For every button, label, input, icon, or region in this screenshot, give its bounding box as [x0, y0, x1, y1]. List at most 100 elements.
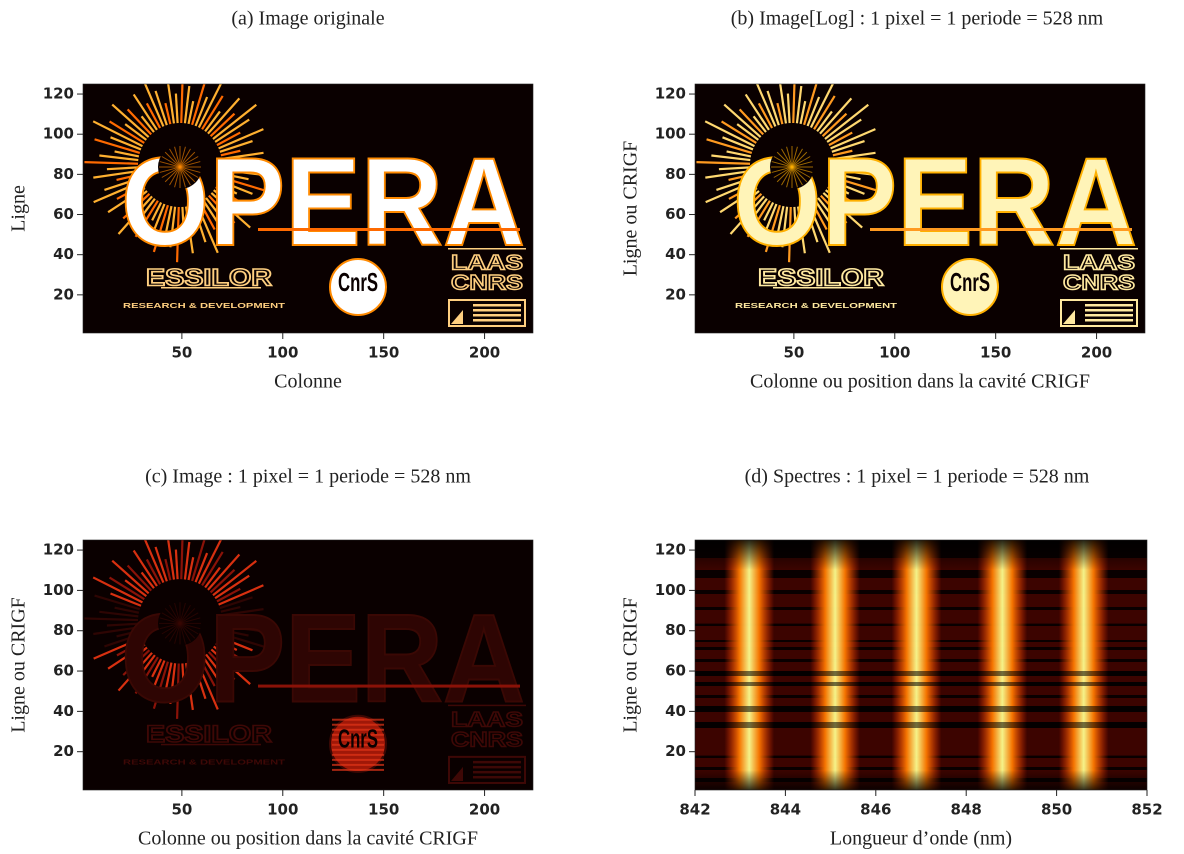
laas-textline	[473, 770, 521, 774]
sunburst-ray	[736, 123, 759, 141]
x-tick-label: 844	[770, 801, 801, 819]
sunburst-ray	[116, 173, 140, 182]
sunburst-ray	[816, 110, 833, 132]
y-tick-label: 80	[665, 621, 686, 639]
sunburst-ray	[777, 205, 785, 233]
sunburst-ray	[822, 192, 863, 229]
o-center-ray	[169, 604, 181, 624]
sunburst-ray	[197, 540, 223, 585]
sunburst-ray	[221, 621, 243, 625]
x-tick-label: 100	[267, 344, 298, 362]
sunburst-ray	[167, 540, 176, 580]
sunburst-ray	[786, 93, 791, 124]
sunburst-ray	[106, 622, 139, 627]
sunburst-ray	[192, 661, 207, 700]
sunburst-ray	[94, 594, 141, 611]
cnrs-stripe	[332, 748, 384, 751]
sunburst-ray	[726, 150, 752, 158]
o-center-ray	[169, 148, 181, 168]
sunburst-ray	[201, 551, 224, 587]
sunburst-ray	[221, 608, 264, 617]
sunburst-ray	[181, 663, 186, 697]
sunburst-ray	[819, 97, 853, 135]
sunburst-ray	[779, 84, 788, 124]
laas-box	[448, 299, 526, 327]
sunburst-ray	[221, 159, 250, 164]
sunburst-ray	[220, 149, 241, 157]
laas-textline	[1085, 304, 1133, 307]
logo-laas-cnrs: CNRS	[451, 272, 523, 295]
sunburst-ray	[150, 660, 166, 693]
sunburst-ray	[124, 579, 147, 597]
sunburst-ray	[202, 655, 229, 696]
sunburst-ray	[792, 84, 796, 124]
o-center-ray	[781, 148, 793, 168]
cnrs-stripe	[332, 738, 384, 741]
sunburst-ray	[824, 103, 869, 140]
sunburst-ray	[122, 192, 151, 220]
essilor-line	[773, 287, 873, 289]
sunburst-ray	[205, 653, 222, 674]
y-tick-label: 120	[655, 85, 686, 103]
sunburst-ray	[827, 186, 866, 212]
logo-cnrs-disc	[941, 258, 999, 316]
o-center-ray	[791, 146, 798, 168]
o-center-ray	[164, 608, 181, 624]
sunburst-ray	[210, 648, 251, 685]
sunburst-ray	[826, 118, 862, 143]
sunburst-ray	[720, 120, 757, 144]
sunburst-ray	[152, 661, 169, 709]
sunburst-ray	[154, 546, 168, 582]
sunburst-ray	[793, 206, 798, 240]
sunburst-ray	[84, 617, 139, 622]
sunburst-ray	[181, 206, 186, 240]
sunburst-ray	[134, 200, 159, 238]
o-center-ray	[179, 166, 196, 183]
x-tick-label: 100	[267, 801, 298, 819]
sunburst-ray	[204, 566, 221, 589]
panel-title: (b) Image[Log] : 1 pixel = 1 periode = 5…	[731, 8, 1104, 30]
sunburst-ray	[728, 173, 752, 182]
sunburst-ray	[828, 131, 853, 147]
logo-line	[258, 228, 520, 231]
sunburst-ray	[830, 128, 876, 150]
o-center-ray	[179, 166, 199, 178]
sunburst-ray	[198, 657, 216, 687]
sunburst-ray	[832, 172, 861, 181]
cnrs-stripe	[332, 743, 384, 746]
sunburst-ray	[218, 128, 264, 150]
sunburst-ray	[829, 182, 850, 195]
o-center-ray	[179, 622, 201, 630]
o-center-ray	[179, 151, 196, 168]
sunburst-ray	[132, 93, 158, 131]
sunburst-ray	[137, 198, 156, 222]
y-tick-label: 40	[53, 702, 74, 720]
sunburst-ray	[187, 100, 195, 125]
o-center-ray	[169, 623, 181, 642]
laas-textline	[1085, 319, 1133, 322]
o-center-ray	[161, 156, 181, 168]
sunburst-ray	[151, 202, 163, 221]
o-center-ray	[179, 622, 196, 639]
o-center-ray	[179, 602, 186, 624]
o-center-ray	[179, 148, 191, 168]
sunburst-ray	[84, 161, 139, 165]
sunburst-ray	[188, 662, 197, 687]
sunburst-ray	[220, 628, 249, 637]
laas-mark	[1063, 310, 1075, 324]
sunburst-ray	[810, 201, 828, 230]
sunburst-ray	[706, 138, 753, 154]
sunburst-ray	[205, 197, 222, 217]
sunburst-ray	[832, 149, 853, 157]
o-center-ray	[179, 161, 201, 168]
sunburst-ray	[110, 592, 142, 607]
sunburst-ray	[696, 161, 751, 165]
y-tick-label: 40	[665, 702, 686, 720]
x-axis-label: Colonne ou position dans la cavité CRIGF	[750, 371, 1090, 393]
sunburst-ray	[219, 632, 269, 650]
logo-research: RESEARCH & DEVELOPMENT	[123, 303, 286, 310]
laas-line	[1060, 248, 1138, 250]
